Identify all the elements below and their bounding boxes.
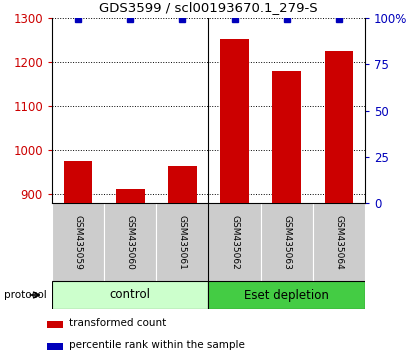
Text: Eset depletion: Eset depletion	[244, 289, 328, 302]
Bar	[104, 203, 156, 281]
Bar	[260, 203, 312, 281]
Bar	[272, 71, 300, 203]
Text: protocol: protocol	[4, 290, 47, 300]
Text: control: control	[110, 289, 151, 302]
Bar	[324, 51, 353, 203]
Bar	[52, 281, 208, 309]
Bar	[208, 203, 260, 281]
Bar	[208, 281, 364, 309]
Bar	[116, 189, 144, 203]
Bar	[312, 203, 364, 281]
Text: GSM435061: GSM435061	[178, 215, 187, 269]
Title: GDS3599 / scl00193670.1_279-S: GDS3599 / scl00193670.1_279-S	[99, 1, 317, 14]
Text: GSM435062: GSM435062	[229, 215, 238, 269]
Bar	[168, 166, 196, 203]
Bar	[52, 203, 104, 281]
Text: transformed count: transformed count	[70, 318, 166, 329]
Bar	[220, 39, 248, 203]
Bar	[63, 161, 92, 203]
Bar	[47, 321, 63, 328]
Text: GSM435063: GSM435063	[281, 215, 290, 269]
Text: percentile rank within the sample: percentile rank within the sample	[70, 340, 245, 350]
Bar	[47, 343, 63, 349]
Text: GSM435059: GSM435059	[73, 215, 82, 269]
Text: GSM435060: GSM435060	[126, 215, 135, 269]
Text: GSM435064: GSM435064	[334, 215, 343, 269]
Bar	[156, 203, 208, 281]
